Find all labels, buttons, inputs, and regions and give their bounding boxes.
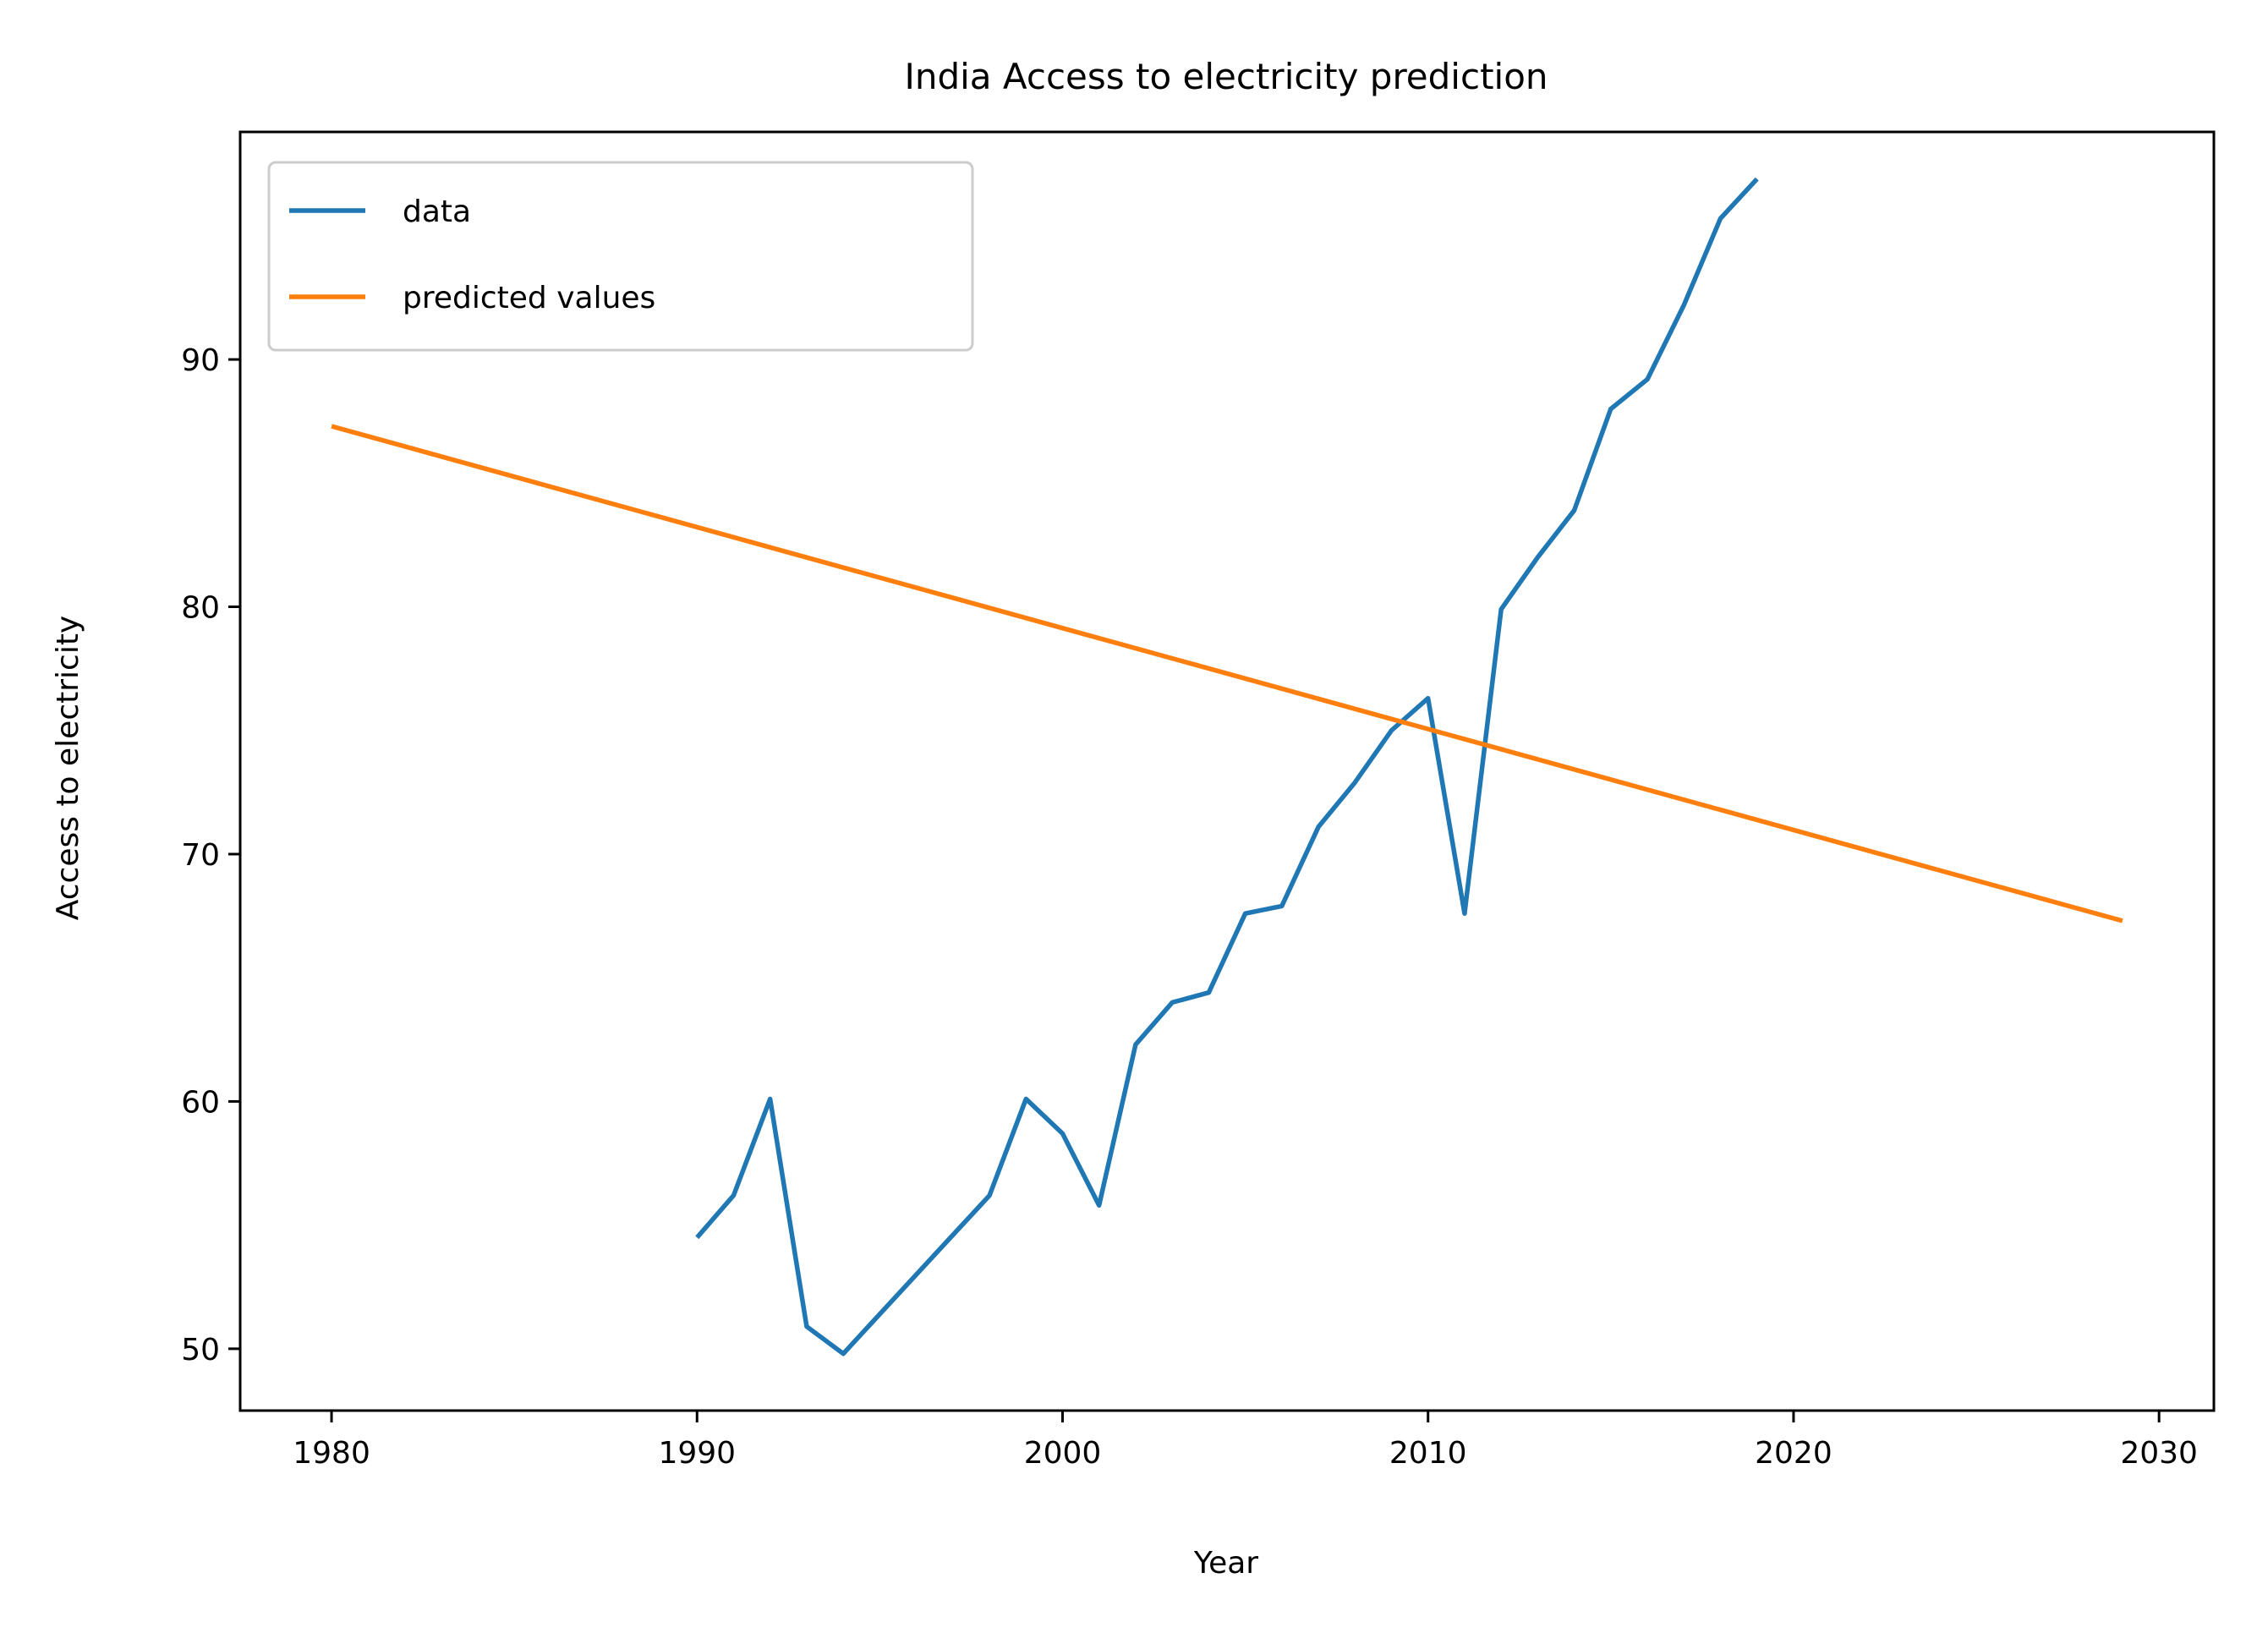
x-tick-label: 1990 — [658, 1436, 736, 1471]
y-tick-label: 80 — [181, 591, 220, 626]
y-tick-label: 90 — [181, 343, 220, 378]
x-axis-label: Year — [1193, 1546, 1258, 1581]
y-tick-label: 70 — [181, 838, 220, 873]
legend-label: predicted values — [403, 281, 655, 315]
y-tick-label: 50 — [181, 1333, 220, 1367]
axes: 1980 1990 2000 2010 2020 2030 50 60 70 80 90 — [181, 130, 2216, 1471]
series-line-data — [695, 177, 1759, 1356]
legend-box — [267, 161, 974, 352]
y-tick-label: 60 — [181, 1085, 220, 1120]
y-axis-label: Access to electricity — [51, 616, 85, 921]
series-line-predicted-values — [331, 424, 2123, 923]
legend: data predicted values — [267, 161, 974, 352]
x-tick-label: 1980 — [293, 1436, 370, 1471]
plot-frame — [238, 130, 2216, 1412]
legend-label: data — [403, 195, 471, 229]
plot-area — [331, 177, 2123, 1356]
x-tick-label: 2010 — [1389, 1436, 1467, 1471]
x-tick-label: 2030 — [2120, 1436, 2198, 1471]
chart-title: India Access to electricity prediction — [904, 56, 1548, 97]
x-tick-label: 2000 — [1024, 1436, 1102, 1471]
x-tick-label: 2020 — [1755, 1436, 1832, 1471]
